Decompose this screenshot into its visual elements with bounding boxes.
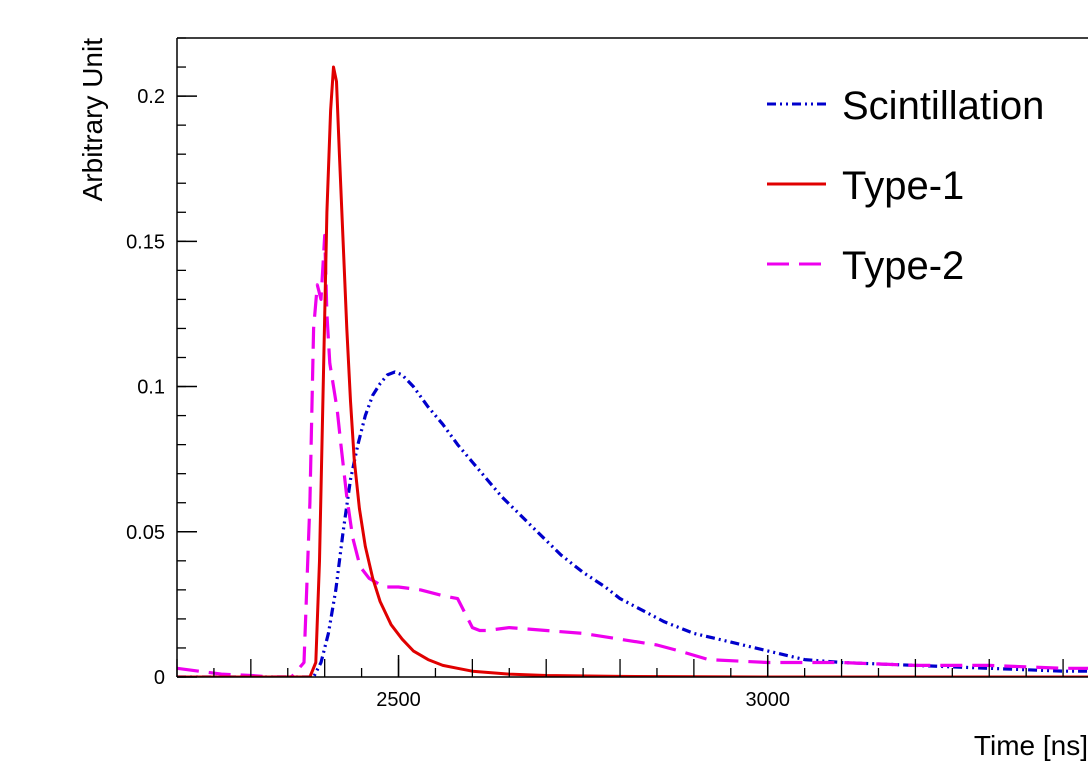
x-axis-title: Time [ns] (974, 730, 1088, 761)
legend-label-type-2: Type-2 (842, 244, 964, 288)
series-line-type-2 (177, 233, 1088, 677)
x-tick-label: 2500 (376, 689, 421, 711)
series-line-type-1 (177, 65, 1088, 677)
y-tick-label: 0 (154, 667, 165, 689)
x-tick-label: 3000 (745, 689, 790, 711)
legend: Scintillation Type-1 Type-2 (767, 84, 1044, 288)
series-line-scintillation (177, 370, 1088, 677)
plot-area (177, 65, 1088, 677)
y-tick-label: 0.1 (137, 377, 165, 399)
y-tick-label: 0.15 (126, 231, 165, 253)
y-tick-label: 0.05 (126, 522, 165, 544)
y-tick-label: 0.2 (137, 86, 165, 108)
legend-label-type-1: Type-1 (842, 164, 964, 208)
y-axis-title: Arbitrary Unit (77, 38, 108, 202)
legend-label-scintillation: Scintillation (842, 84, 1044, 128)
axes: 2500 3000 0 0.05 0.1 0.15 0.2 (126, 37, 1088, 711)
